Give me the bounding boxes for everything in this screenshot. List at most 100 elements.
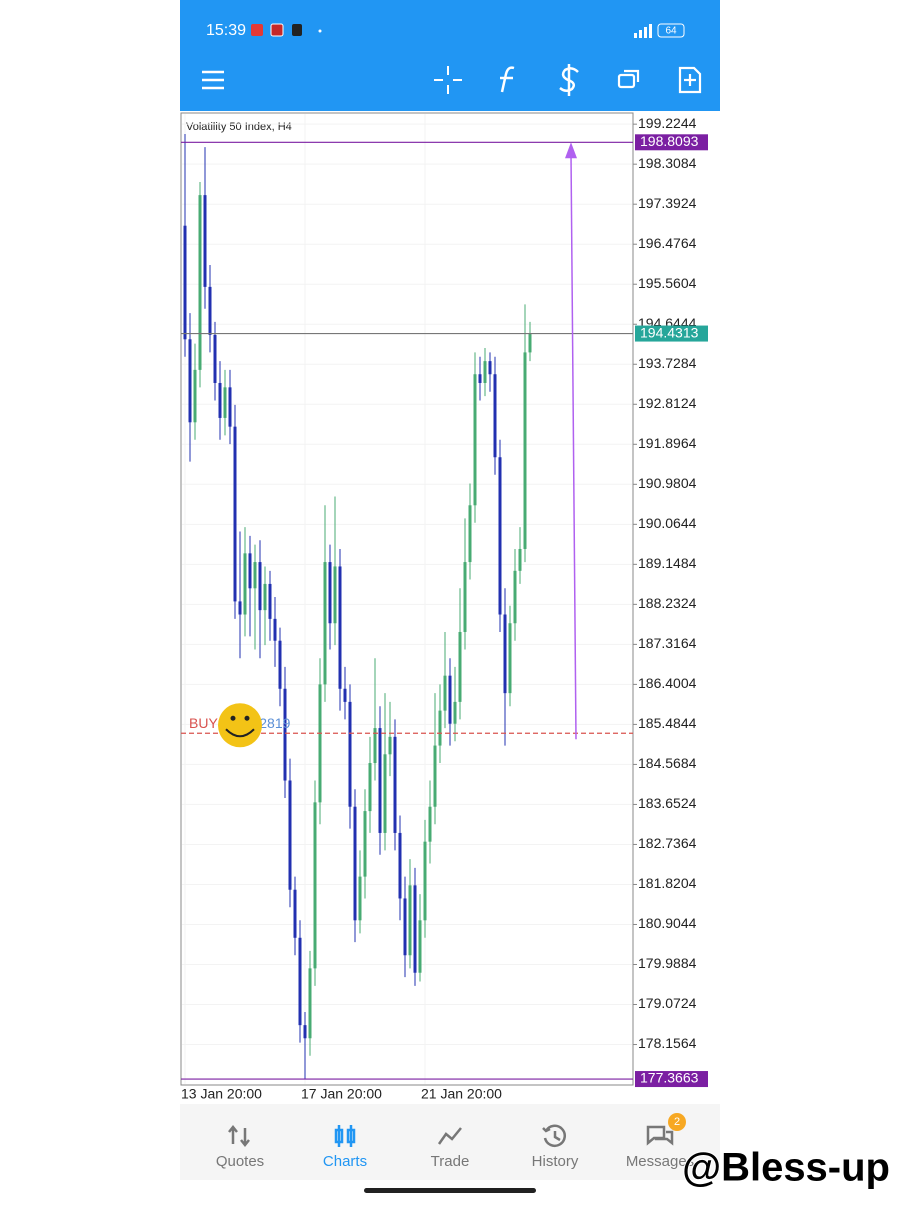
- emoji-eye: [230, 715, 236, 721]
- y-tick-label: 189.1484: [638, 555, 697, 571]
- candle-body: [528, 333, 532, 353]
- candle-body: [433, 745, 437, 807]
- trade-icon[interactable]: [559, 64, 579, 96]
- candle-body: [278, 640, 282, 689]
- candle-body: [313, 802, 317, 969]
- candle-body: [403, 898, 407, 956]
- new-order-icon[interactable]: [678, 66, 702, 94]
- app-bar: [180, 0, 720, 111]
- candle-body: [513, 570, 517, 624]
- nav-label[interactable]: Messages: [626, 1153, 694, 1170]
- emoji-sticker: [218, 703, 262, 748]
- y-tick-label: 199.2244: [638, 115, 697, 131]
- candle-body: [438, 710, 442, 746]
- candle-body: [463, 562, 467, 632]
- candle-body: [258, 562, 262, 611]
- candle-body: [423, 841, 427, 921]
- price-label: 198.8093: [640, 133, 699, 149]
- candle-body: [353, 806, 357, 921]
- nav-badge-count: 2: [674, 1116, 680, 1128]
- candle-body: [408, 885, 412, 956]
- watermark: @Bless-up: [682, 1146, 890, 1190]
- candle-body: [338, 566, 342, 689]
- price-label-bg: [635, 1071, 708, 1088]
- nav-items: Quotes Charts Trade History Messages 2: [216, 1113, 694, 1170]
- candle-body: [348, 701, 352, 807]
- candle-body: [233, 426, 237, 602]
- bottom-nav: [180, 1104, 720, 1180]
- y-tick-label: 178.1564: [638, 1035, 697, 1051]
- status-dot: [318, 29, 322, 33]
- candle-body: [368, 763, 372, 812]
- candle-body: [478, 374, 482, 383]
- candle-body: [518, 548, 522, 571]
- candle-body: [243, 553, 247, 615]
- candle-body: [283, 688, 287, 781]
- candle-body: [263, 583, 267, 611]
- nav-label[interactable]: Charts: [323, 1153, 367, 1170]
- y-tick-label: 182.7364: [638, 835, 697, 851]
- y-tick-label: 180.9044: [638, 915, 697, 931]
- candle-body: [473, 374, 477, 506]
- candle-body: [203, 195, 207, 287]
- y-tick-label: 191.8964: [638, 435, 697, 451]
- emoji-eye: [244, 715, 250, 721]
- nav-icon[interactable]: [542, 1124, 566, 1148]
- nav-icon[interactable]: [646, 1125, 674, 1146]
- candle-body: [308, 968, 312, 1039]
- battery: [657, 23, 685, 38]
- crosshair-icon[interactable]: [434, 66, 462, 94]
- nav-icon[interactable]: [334, 1125, 356, 1147]
- candle-body: [318, 684, 322, 803]
- price-label: 194.4313: [640, 324, 699, 340]
- y-tick-label: 195.5604: [638, 275, 697, 291]
- candle-body: [428, 806, 432, 842]
- nav-icon[interactable]: [228, 1124, 250, 1148]
- y-tick-label: 190.9804: [638, 475, 697, 491]
- candle-body: [333, 566, 337, 624]
- nav-label[interactable]: Quotes: [216, 1153, 264, 1170]
- candle-body: [268, 583, 272, 619]
- candle-body: [393, 736, 397, 833]
- y-tick-label: 187.3164: [638, 635, 697, 651]
- emoji-mouth: [225, 728, 255, 738]
- nav-label[interactable]: Trade: [431, 1153, 470, 1170]
- candle-body: [328, 562, 332, 624]
- nav-label[interactable]: History: [532, 1153, 579, 1170]
- candle-body: [253, 562, 257, 589]
- candle-body: [488, 361, 492, 375]
- candle-body: [443, 675, 447, 711]
- candle-body: [228, 387, 232, 427]
- x-tick-label: 21 Jan 20:00: [421, 1086, 502, 1102]
- y-tick-label: 198.3084: [638, 155, 697, 171]
- y-tick-label: 193.7284: [638, 355, 697, 371]
- windows-icon[interactable]: [617, 69, 640, 89]
- candle-body: [198, 195, 202, 370]
- y-tick-label: 179.0724: [638, 995, 697, 1011]
- y-tick-label: 184.5684: [638, 755, 697, 771]
- candle-body: [183, 225, 187, 340]
- candle-body: [493, 374, 497, 458]
- menu-icon[interactable]: [202, 70, 224, 90]
- candle-body: [468, 505, 472, 563]
- y-tick-label: 185.4844: [638, 715, 697, 731]
- candle-body: [248, 553, 252, 589]
- candle-body: [373, 728, 377, 764]
- candle-body: [483, 361, 487, 383]
- candle-body: [413, 885, 417, 973]
- candle-body: [218, 382, 222, 418]
- y-tick-label: 179.9884: [638, 955, 697, 971]
- candle-body: [208, 286, 212, 335]
- candle-body: [508, 623, 512, 694]
- order-type: BUY: [189, 715, 218, 731]
- nav-icon[interactable]: [437, 1127, 462, 1145]
- candle-body: [378, 728, 382, 833]
- y-tick-label: 192.8124: [638, 395, 697, 411]
- candle-body: [358, 876, 362, 921]
- candle-body: [398, 832, 402, 899]
- y-tick-label: 190.0644: [638, 515, 697, 531]
- indicators-icon[interactable]: [500, 66, 515, 93]
- candle-body: [188, 339, 192, 423]
